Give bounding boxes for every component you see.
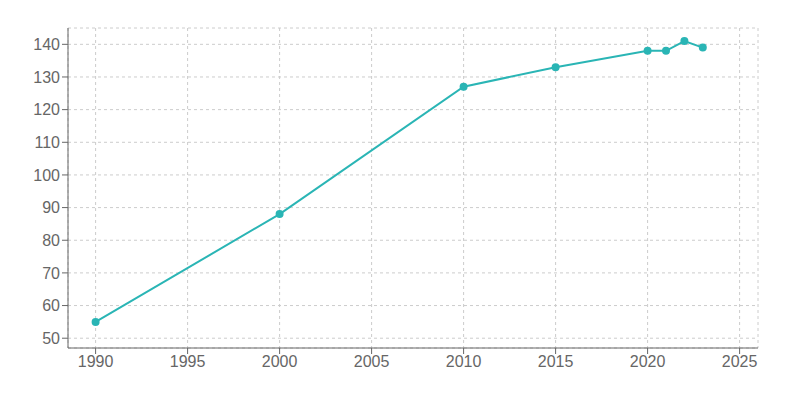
svg-text:2015: 2015 bbox=[538, 353, 574, 370]
svg-text:140: 140 bbox=[33, 36, 60, 53]
svg-text:1990: 1990 bbox=[78, 353, 114, 370]
svg-text:130: 130 bbox=[33, 69, 60, 86]
svg-text:60: 60 bbox=[42, 297, 60, 314]
svg-text:2010: 2010 bbox=[446, 353, 482, 370]
svg-text:2005: 2005 bbox=[354, 353, 390, 370]
svg-text:110: 110 bbox=[34, 134, 60, 151]
svg-text:80: 80 bbox=[42, 232, 60, 249]
svg-text:90: 90 bbox=[42, 199, 60, 216]
svg-text:2025: 2025 bbox=[722, 353, 758, 370]
svg-text:2000: 2000 bbox=[262, 353, 298, 370]
svg-text:100: 100 bbox=[33, 167, 60, 184]
svg-text:50: 50 bbox=[42, 330, 60, 347]
svg-text:70: 70 bbox=[42, 265, 60, 282]
svg-text:1995: 1995 bbox=[170, 353, 206, 370]
svg-text:120: 120 bbox=[33, 101, 60, 118]
svg-text:2020: 2020 bbox=[630, 353, 666, 370]
